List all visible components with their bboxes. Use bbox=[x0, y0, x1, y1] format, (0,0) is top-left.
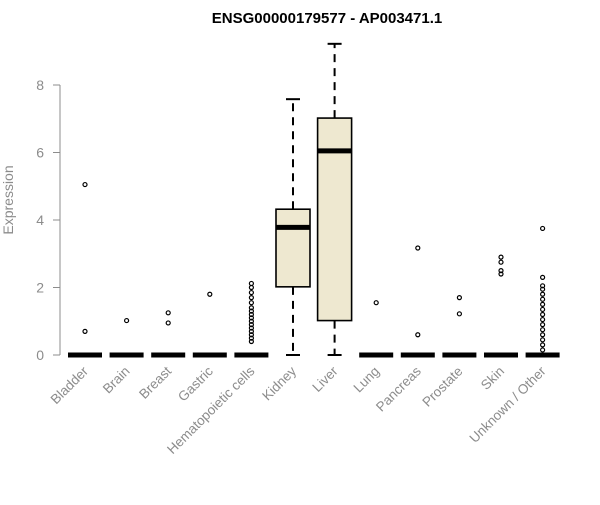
x-tick-label: Lung bbox=[350, 364, 382, 396]
outlier-point bbox=[456, 311, 462, 317]
box-liver bbox=[316, 42, 353, 356]
x-tick-label: Gastric bbox=[175, 363, 216, 404]
outlier-point bbox=[539, 225, 546, 232]
outlier-point bbox=[415, 332, 421, 338]
outlier-point bbox=[248, 280, 254, 287]
box-hematopoietic-cells bbox=[234, 280, 269, 358]
box-bladder bbox=[68, 181, 102, 358]
y-tick-label: 6 bbox=[36, 145, 44, 161]
x-tick-label: Liver bbox=[309, 363, 341, 395]
outlier-point bbox=[248, 295, 254, 301]
box-rect bbox=[275, 208, 311, 288]
outlier-point bbox=[248, 308, 254, 314]
outlier-point bbox=[539, 337, 546, 343]
outlier-point bbox=[539, 332, 546, 338]
y-tick-label: 0 bbox=[36, 347, 44, 363]
x-tick-label: Skin bbox=[478, 364, 507, 393]
outlier-point bbox=[539, 347, 546, 353]
outlier-point bbox=[539, 286, 546, 292]
outlier-point bbox=[539, 296, 546, 302]
x-tick-label: Unknown / Other bbox=[466, 363, 549, 446]
outlier-point bbox=[539, 327, 546, 333]
x-tick-label: Bladder bbox=[48, 363, 92, 407]
outlier-point bbox=[82, 328, 88, 334]
y-tick-label: 4 bbox=[36, 212, 44, 228]
y-tick-label: 8 bbox=[36, 77, 44, 93]
outlier-point bbox=[498, 268, 504, 274]
outlier-point bbox=[248, 311, 254, 318]
outlier-point bbox=[248, 315, 254, 321]
outlier-point bbox=[539, 291, 546, 297]
outlier-point bbox=[415, 245, 421, 251]
x-tick-label: Breast bbox=[136, 363, 174, 401]
outlier-point bbox=[373, 300, 379, 306]
outlier-point bbox=[539, 283, 546, 289]
x-tick-label: Pancreas bbox=[373, 363, 424, 414]
chart-title: ENSG00000179577 - AP003471.1 bbox=[212, 10, 442, 27]
outlier-point bbox=[539, 316, 546, 323]
x-tick-label: Brain bbox=[100, 364, 133, 397]
y-axis: 0 2 4 6 8 bbox=[36, 77, 61, 363]
outlier-point bbox=[498, 254, 504, 260]
box-kidney bbox=[275, 98, 311, 356]
outlier-point bbox=[248, 318, 254, 324]
outlier-point bbox=[539, 311, 546, 318]
outlier-point bbox=[248, 284, 254, 291]
outlier-point bbox=[498, 259, 504, 265]
outlier-point bbox=[207, 291, 213, 297]
outlier-point bbox=[248, 289, 254, 296]
y-axis-label: Expression bbox=[0, 165, 16, 234]
box-gastric bbox=[192, 291, 227, 358]
box-skin bbox=[484, 254, 518, 358]
outlier-point bbox=[539, 306, 546, 313]
y-tick-label: 2 bbox=[36, 280, 44, 296]
outlier-point bbox=[248, 322, 254, 328]
box-brain bbox=[109, 317, 144, 358]
outlier-point bbox=[248, 325, 254, 331]
outlier-point bbox=[539, 301, 546, 307]
box-series bbox=[68, 42, 560, 358]
outlier-point bbox=[539, 342, 546, 348]
outlier-point bbox=[248, 332, 254, 338]
box-prostate bbox=[442, 295, 477, 358]
outlier-point bbox=[165, 320, 171, 326]
outlier-point bbox=[248, 305, 254, 311]
outlier-point bbox=[123, 317, 130, 324]
outlier-point bbox=[456, 295, 462, 301]
outlier-point bbox=[248, 335, 254, 341]
outlier-point bbox=[82, 181, 88, 188]
outlier-point bbox=[498, 271, 504, 277]
box-pancreas bbox=[400, 245, 435, 358]
outlier-point bbox=[248, 300, 254, 306]
outlier-point bbox=[539, 322, 546, 328]
outlier-point bbox=[248, 338, 254, 345]
x-tick-label: Prostate bbox=[419, 364, 465, 410]
box-lung bbox=[359, 300, 394, 358]
box-breast bbox=[151, 310, 186, 358]
outlier-point bbox=[165, 310, 171, 316]
box-unknown-other bbox=[525, 225, 560, 358]
outlier-point bbox=[248, 328, 254, 334]
outlier-point bbox=[539, 274, 546, 280]
x-tick-label: Kidney bbox=[259, 363, 299, 403]
